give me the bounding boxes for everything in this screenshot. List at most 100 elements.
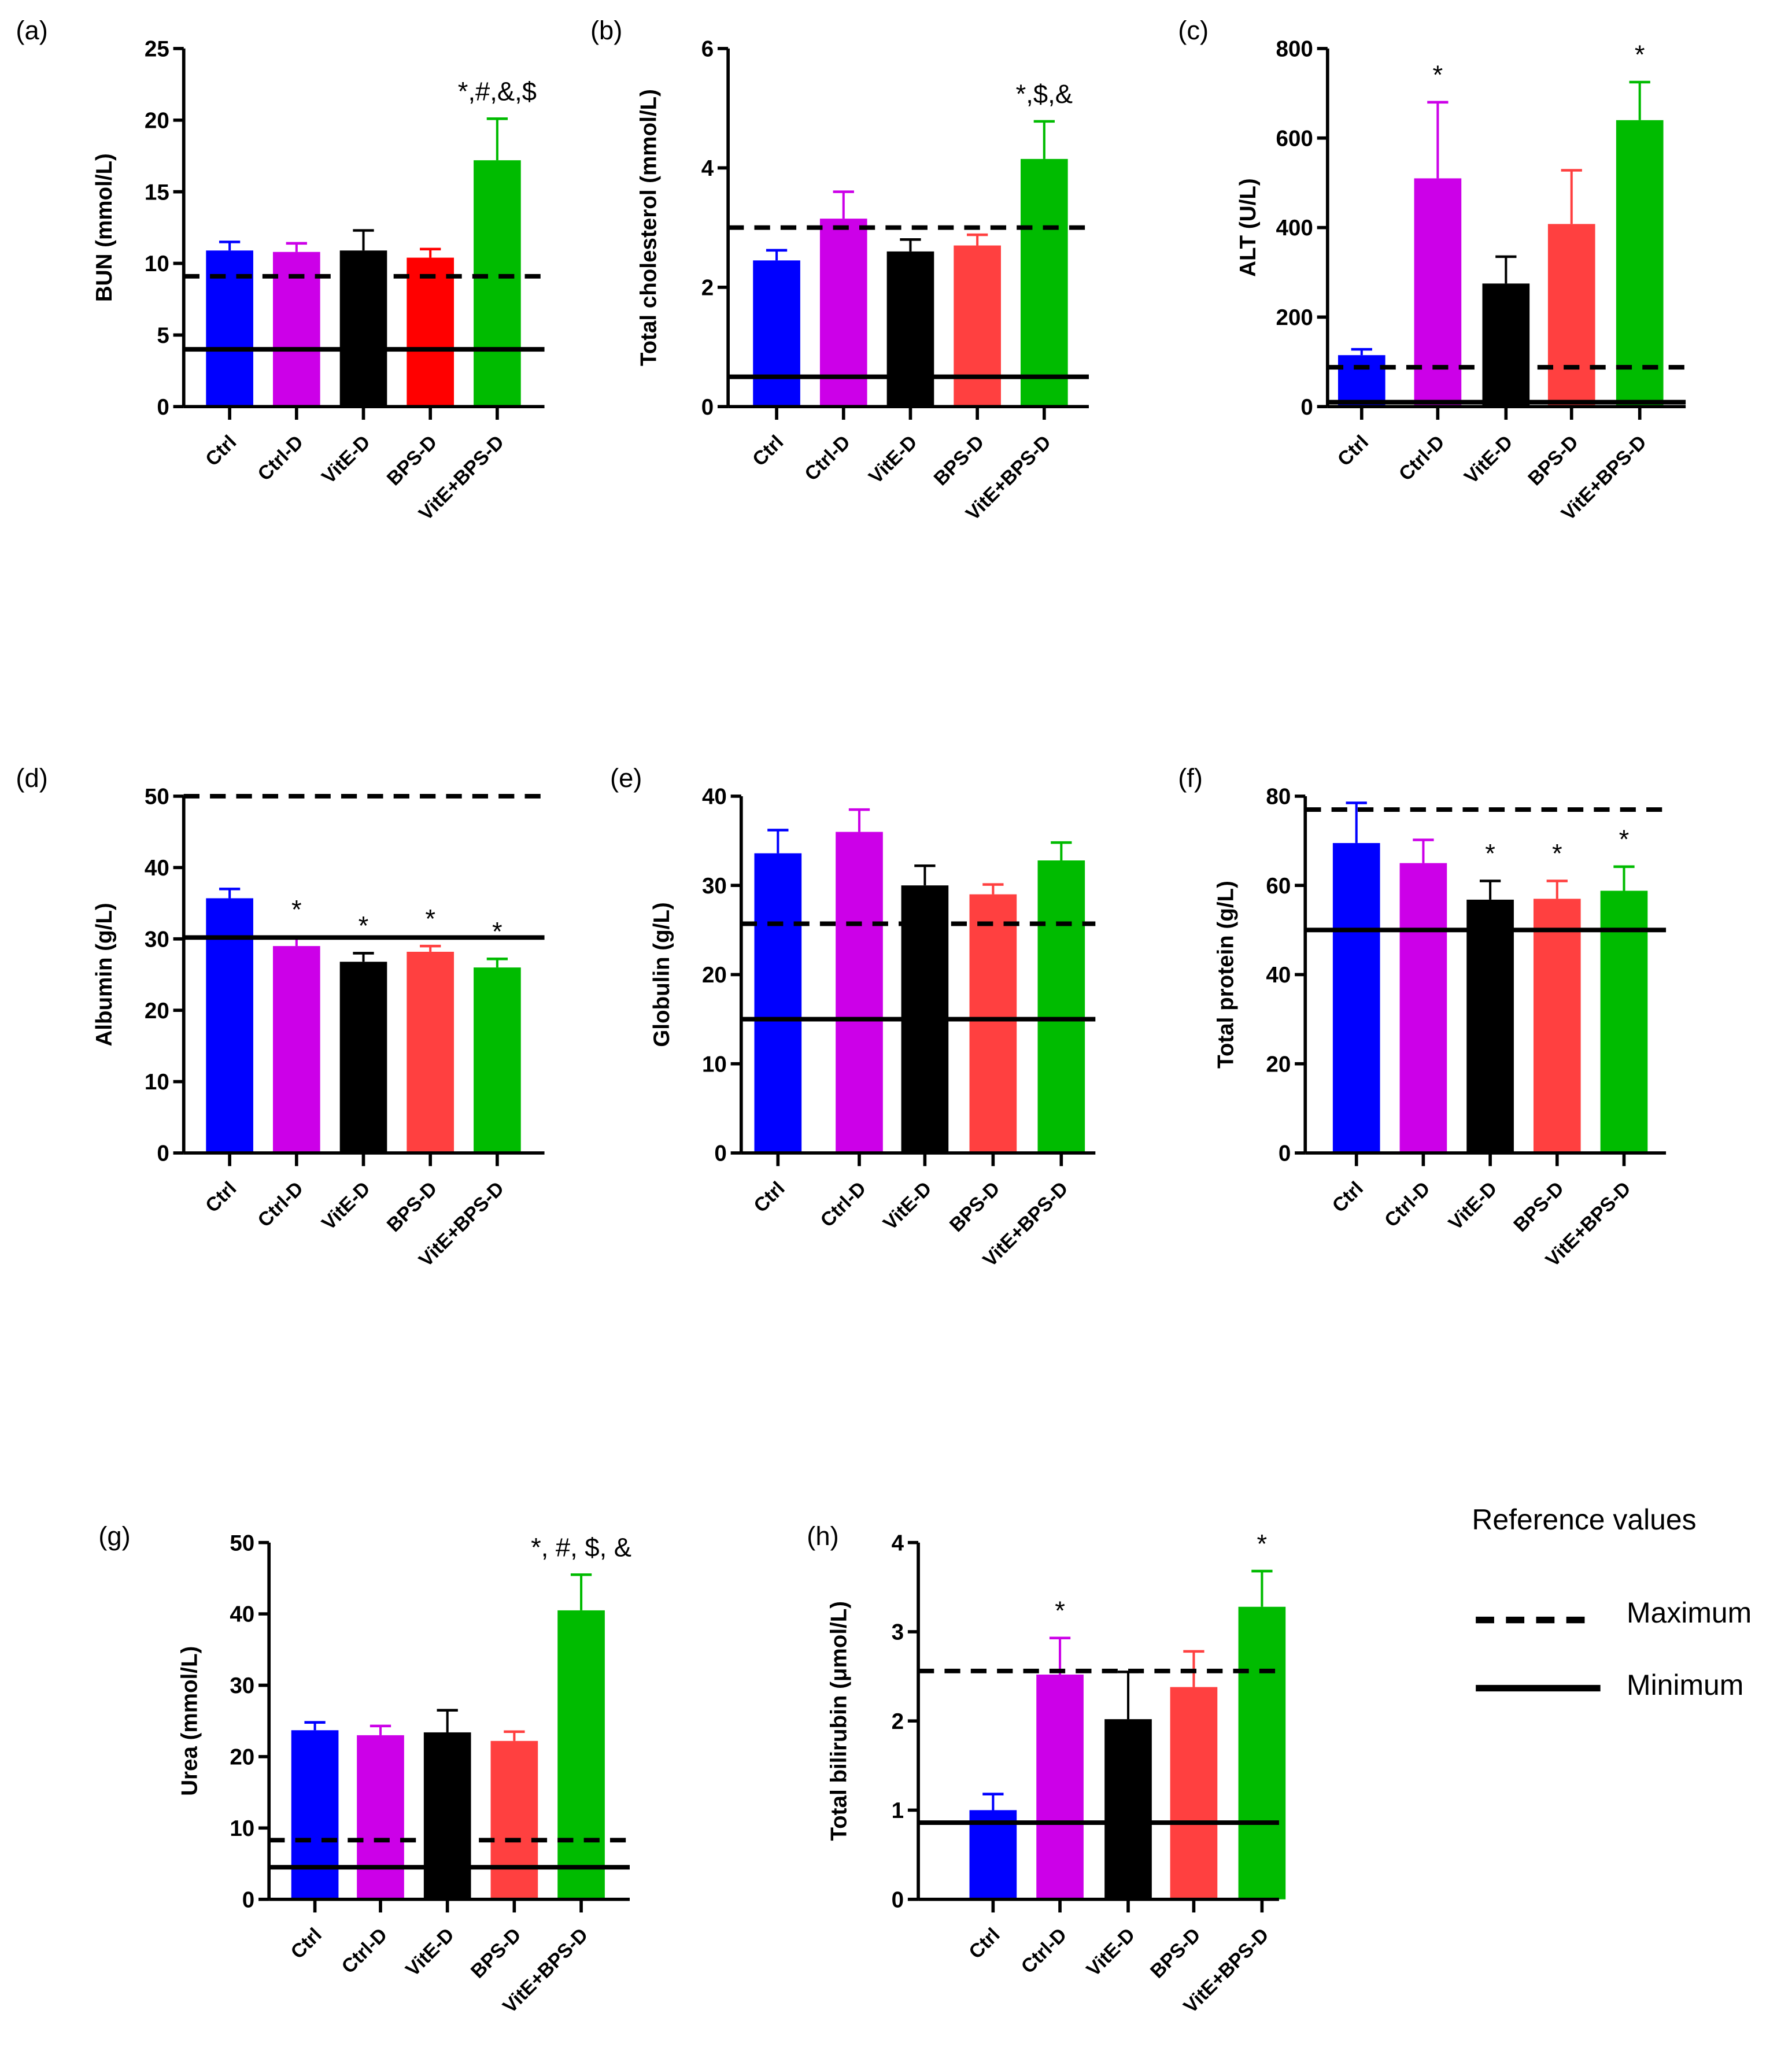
panel-e: (e)Ctrl Ctrl-D VitE-D BPS-DVitE+BPS-D010203… xyxy=(610,763,1096,1271)
panel-label: (a) xyxy=(16,16,47,45)
y-axis-label: BUN (mmol/L) xyxy=(92,153,117,302)
x-tick-label: Ctrl xyxy=(287,1924,326,1963)
y-tick-label: 30 xyxy=(230,1673,254,1698)
bar-Ctrl xyxy=(753,260,800,407)
panel-label: (h) xyxy=(807,1521,838,1551)
bar-Ctrl-D xyxy=(1399,863,1447,1153)
x-tick-label: Ctrl-D xyxy=(1017,1924,1071,1978)
bar-BPS-D xyxy=(1170,1687,1218,1900)
x-tick-label: Ctrl xyxy=(201,1177,241,1217)
bar-Ctrl-D xyxy=(272,946,320,1153)
bar-BPS-D xyxy=(1547,224,1595,407)
panel-label: (d) xyxy=(16,763,47,793)
x-tick-label: BPS-D xyxy=(383,1177,442,1236)
x-tick-label: BPS-D xyxy=(1524,431,1583,490)
bar-VitE-D xyxy=(339,250,387,407)
x-tick-label: Ctrl-D xyxy=(253,431,308,486)
bar-BPS-D xyxy=(1533,899,1581,1153)
y-tick-label: 40 xyxy=(145,856,169,881)
y-tick-label: 20 xyxy=(145,999,169,1023)
y-axis-label: Globulin (g/L) xyxy=(649,902,674,1047)
significance-annotation: * xyxy=(1257,1529,1268,1558)
y-tick-label: 400 xyxy=(1276,216,1313,241)
bar-VitE-D xyxy=(1466,899,1514,1153)
panel-label: (e) xyxy=(610,763,642,793)
y-tick-label: 600 xyxy=(1276,126,1313,151)
x-tick-label: BPS-D xyxy=(1509,1177,1568,1236)
x-tick-label: Ctrl xyxy=(965,1924,1004,1963)
y-tick-label: 0 xyxy=(714,1141,726,1166)
significance-annotation: * xyxy=(1619,825,1630,854)
panels: (a)Ctrl Ctrl-D VitE-D BPS-D*,#,&,$VitE+BPS-… xyxy=(16,16,1686,2017)
y-tick-label: 20 xyxy=(702,963,727,988)
significance-annotation: * xyxy=(1433,60,1443,90)
bar-BPS-D xyxy=(407,257,455,407)
bar-BPS-D xyxy=(490,1740,538,1900)
legend-min-label: Minimum xyxy=(1627,1669,1743,1701)
y-axis-label: Total bilirubin (μmol/L) xyxy=(826,1601,851,1841)
panel-label: (b) xyxy=(590,16,622,45)
y-tick-label: 0 xyxy=(892,1887,904,1912)
bar-VitE+BPS-D xyxy=(1616,120,1664,407)
panel-f: (f)Ctrl Ctrl-D*VitE-D*BPS-D*VitE+BPS-D020… xyxy=(1178,763,1667,1271)
y-axis-label: Albumin (g/L) xyxy=(92,903,117,1046)
bar-Ctrl xyxy=(291,1730,339,1900)
panel-b: (b)Ctrl Ctrl-D VitE-D BPS-D*,$,&VitE+BPS-D0… xyxy=(590,16,1089,525)
y-tick-label: 10 xyxy=(145,252,169,276)
x-tick-label: Ctrl-D xyxy=(800,431,855,486)
significance-annotation: * xyxy=(1635,40,1645,69)
y-axis-label: ALT (U/L) xyxy=(1236,178,1261,277)
bar-VitE-D xyxy=(339,962,387,1153)
y-tick-label: 10 xyxy=(145,1070,169,1095)
x-tick-label: Ctrl-D xyxy=(1380,1177,1435,1232)
x-tick-label: BPS-D xyxy=(930,431,989,490)
bar-BPS-D xyxy=(969,894,1017,1153)
panel-c: (c)Ctrl*Ctrl-D VitE-D BPS-D*VitE+BPS-D0200… xyxy=(1178,16,1686,525)
y-tick-label: 50 xyxy=(145,785,169,810)
y-axis-label: Urea (mmol/L) xyxy=(177,1646,202,1796)
legend-max-label: Maximum xyxy=(1627,1597,1752,1629)
bar-Ctrl-D xyxy=(1414,178,1462,407)
y-tick-label: 2 xyxy=(892,1709,904,1734)
bar-VitE-D xyxy=(1104,1719,1152,1900)
panel-g: (g)Ctrl Ctrl-D VitE-D BPS-D*, #, $, &VitE+B… xyxy=(98,1521,631,2017)
panel-label: (c) xyxy=(1178,16,1209,45)
significance-annotation: * xyxy=(291,895,302,924)
y-axis-label: Total protein (g/L) xyxy=(1213,881,1238,1069)
bar-VitE+BPS-D xyxy=(1021,158,1068,407)
significance-annotation: * xyxy=(359,911,369,941)
bar-VitE-D xyxy=(886,251,934,407)
bar-VitE-D xyxy=(1482,283,1530,407)
x-tick-label: VitE-D xyxy=(864,431,922,489)
bar-Ctrl xyxy=(1332,842,1380,1153)
y-tick-label: 5 xyxy=(157,323,169,348)
y-tick-label: 40 xyxy=(1266,963,1291,988)
significance-annotation: * xyxy=(1552,839,1562,869)
x-tick-label: BPS-D xyxy=(467,1924,526,1983)
y-tick-label: 0 xyxy=(242,1887,254,1912)
y-tick-label: 3 xyxy=(892,1620,904,1645)
bar-VitE+BPS-D xyxy=(1238,1606,1286,1900)
y-tick-label: 20 xyxy=(1266,1052,1291,1077)
significance-annotation: * xyxy=(425,904,435,933)
y-tick-label: 0 xyxy=(701,395,714,420)
legend-title: Reference values xyxy=(1472,1503,1696,1536)
y-tick-label: 4 xyxy=(701,156,714,181)
y-tick-label: 2 xyxy=(701,275,714,300)
y-tick-label: 200 xyxy=(1276,305,1313,330)
x-tick-label: Ctrl-D xyxy=(816,1177,871,1232)
bar-Ctrl-D xyxy=(1036,1674,1084,1900)
significance-annotation: * xyxy=(1485,839,1495,869)
bar-VitE-D xyxy=(423,1732,471,1900)
x-tick-label: VitE-D xyxy=(1460,431,1517,489)
x-tick-label: VitE-D xyxy=(317,431,375,489)
x-tick-label: BPS-D xyxy=(945,1177,1004,1236)
x-tick-label: BPS-D xyxy=(1146,1924,1205,1983)
panel-label: (g) xyxy=(98,1521,130,1551)
bar-Ctrl xyxy=(1337,355,1385,407)
x-tick-label: VitE-D xyxy=(317,1177,375,1235)
bar-Ctrl xyxy=(969,1810,1017,1900)
y-tick-label: 60 xyxy=(1266,874,1291,899)
y-tick-label: 25 xyxy=(145,37,169,62)
